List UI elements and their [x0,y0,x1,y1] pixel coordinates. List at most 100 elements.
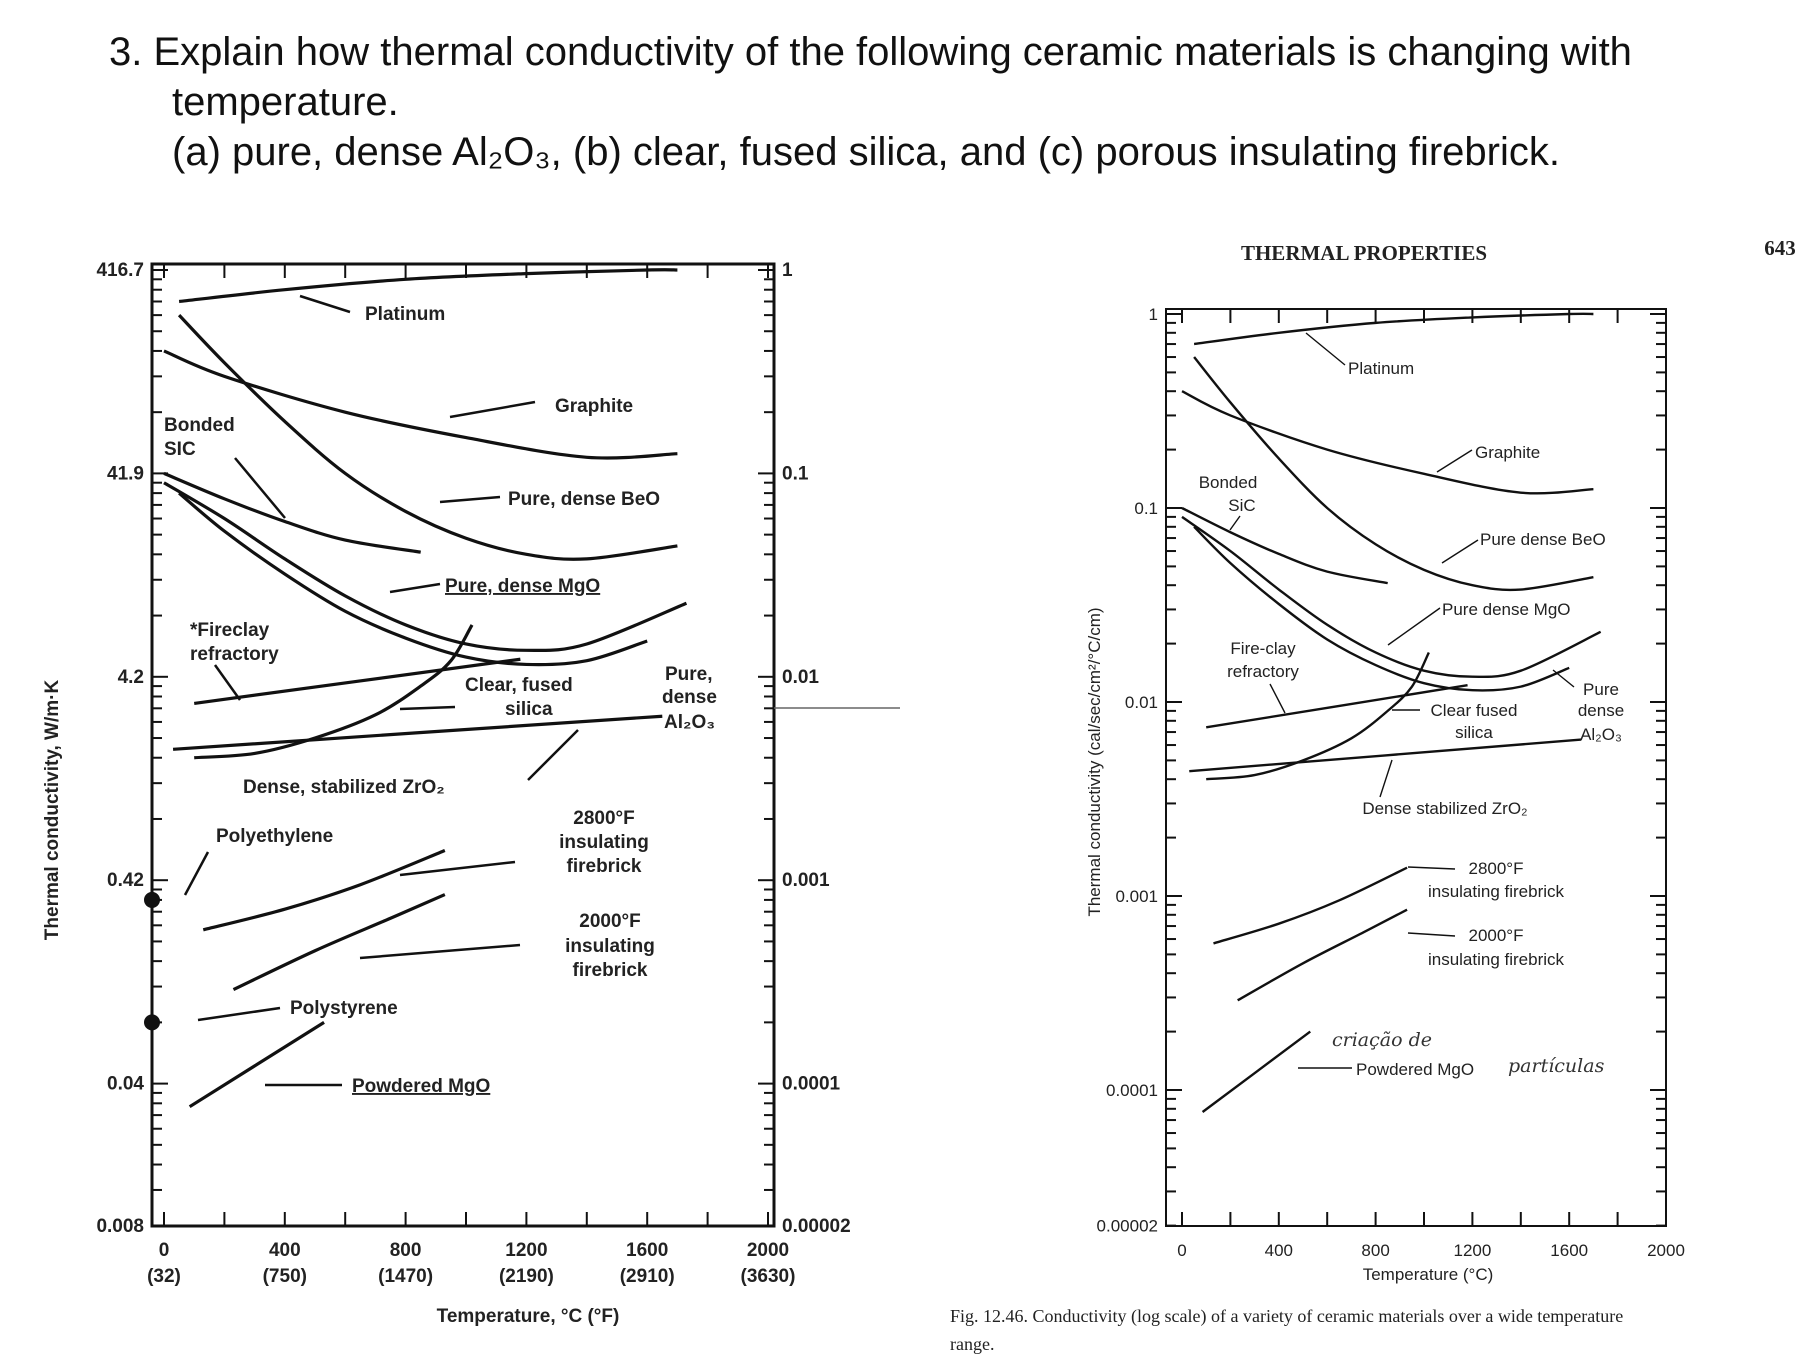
label-mgo: Pure, dense MgO [445,576,600,597]
label-2800f-3: firebrick [567,856,642,877]
y-tick-label: 0.1 [1134,499,1158,518]
x-tick-label: 2000 [747,1240,789,1261]
label-fireclay-1: *Fireclay [190,620,270,641]
x-tick-label: 1600 [626,1240,668,1261]
x-tick-label-fahrenheit: (750) [263,1266,307,1287]
series-pure-dense-al-o- [1193,525,1570,692]
point-polyethylene [144,891,160,908]
label-fireclay-2: refractory [1227,662,1299,681]
x-tick-label: 0 [1177,1241,1186,1260]
book-page-number: 643 [1764,236,1796,260]
series-dense-stabilized-zro- [172,714,663,751]
series-fire-clay-refractory [193,657,521,705]
y-tick-label: 0.04 [107,1074,144,1095]
question-line-2: temperature. [172,80,399,124]
series-pure-dense-beo [177,314,678,561]
label-silica-2: silica [1455,723,1493,742]
x-tick-label-fahrenheit: (1470) [378,1266,433,1287]
x-tick-label: 800 [1361,1241,1389,1260]
label-bonded-sic-1: Bonded [164,415,235,436]
label-powdered-mgo: Powdered MgO [1356,1060,1474,1079]
series-bonded-sic [1181,506,1388,585]
label-al2o3-1: Pure [1583,680,1619,699]
label-graphite: Graphite [555,396,633,417]
y-tick-label-right: 0.0001 [782,1074,841,1095]
x-tick-label-fahrenheit: (2190) [499,1266,554,1287]
label-al2o3-3: Al₂O₃ [1580,725,1622,744]
series-platinum [1193,312,1594,346]
right-chart: THERMAL PROPERTIES 643 1 0.1 0.01 0.001 0.00… [950,236,1796,1354]
label-powdered-mgo: Powdered MgO [352,1076,490,1097]
label-al2o3-3: Al₂O₃ [664,712,715,733]
right-pointer-arrows [1229,332,1575,1069]
y-tick-label: 0.001 [1115,887,1158,906]
x-tick-label: 800 [390,1240,422,1261]
y-tick-label-right: 0.1 [782,463,809,484]
label-polyethylene: Polyethylene [216,826,333,847]
series-powdered-mgo [1201,1030,1311,1113]
series-pure-dense-al-o- [178,491,648,667]
series-graphite [1181,390,1594,495]
series-pure-dense-beo [1193,356,1594,592]
left-plot-frame [150,262,776,1228]
label-2800f-1: 2800°F [573,808,634,829]
label-2800f-2: insulating firebrick [1428,882,1565,901]
x-tick-label: 400 [1265,1241,1293,1260]
label-2800f-1: 2800°F [1468,859,1523,878]
series-pure-dense-mgo [1181,515,1602,679]
right-annotations: Platinum Graphite Bonded SiC Pure dense … [1199,359,1624,1079]
series-platinum [178,268,678,304]
point-polystyrene [144,1014,160,1031]
right-x-axis-label: Temperature (°C) [1363,1265,1494,1284]
x-tick-label: 1200 [1453,1241,1491,1260]
x-tick-label: 2000 [1647,1241,1685,1260]
series-powdered-mgo [188,1021,325,1109]
label-zro2: Dense, stabilized ZrO₂ [243,777,445,798]
y-tick-label: 416.7 [96,260,144,281]
series-2800-f-insulating-firebrick [202,848,446,932]
figure-caption-line-1: Fig. 12.46. Conductivity (log scale) of … [950,1306,1623,1327]
left-y-axis-label: Thermal conductivity, W/m·K [42,680,63,941]
y-tick-label: 0.42 [107,870,144,891]
y-tick-label: 41.9 [107,463,144,484]
y-tick-label-right: 0.001 [782,870,830,891]
figure-caption-line-2: range. [950,1334,994,1354]
x-tick-label: 1200 [505,1240,547,1261]
left-x-axis-label: Temperature, °C (°F) [437,1306,620,1327]
series-clear-fused-silica [1206,651,1430,781]
label-fireclay-1: Fire-clay [1230,639,1296,658]
label-graphite: Graphite [1475,443,1540,462]
y-tick-label: 0.01 [1125,693,1158,712]
label-al2o3-2: dense [1578,701,1624,720]
label-al2o3-1: Pure, [665,664,713,685]
y-tick-label-right: 0.01 [782,667,819,688]
series-2000-f-insulating-firebrick [232,893,446,991]
x-tick-label-fahrenheit: (32) [147,1266,181,1287]
label-silica-1: Clear fused [1431,701,1518,720]
x-tick-label: 400 [269,1240,301,1261]
y-tick-label: 0.00002 [1097,1217,1158,1236]
label-bonded-sic-2: SIC [164,439,196,460]
x-tick-label-fahrenheit: (2910) [620,1266,675,1287]
handwritten-note-1: criação de [1332,1029,1432,1051]
question-line-3: (a) pure, dense Al₂O₃, (b) clear, fused … [172,130,1560,174]
handwritten-note-2: partículas [1508,1055,1605,1077]
y-tick-label: 1 [1149,305,1158,324]
series-pure-dense-mgo [163,481,688,653]
y-tick-label-right: 0.00002 [782,1216,851,1237]
series-2000-f-insulating-firebrick [1237,908,1408,1002]
x-tick-label: 1600 [1550,1241,1588,1260]
question-line-1: 3. Explain how thermal conductivity of t… [109,30,1632,74]
y-tick-label: 0.008 [96,1216,144,1237]
label-bonded-sic-1: Bonded [1199,473,1258,492]
y-tick-label: 4.2 [118,667,144,688]
label-silica-2: silica [505,699,553,720]
y-tick-label-right: 1 [782,260,793,281]
label-al2o3-2: dense [662,687,717,708]
label-platinum: Platinum [365,304,445,325]
series-fire-clay-refractory [1206,684,1468,729]
label-beo: Pure, dense BeO [508,489,660,510]
label-platinum: Platinum [1348,359,1414,378]
right-y-axis-label: Thermal conductivity (cal/sec/cm²/°C/cm) [1085,607,1104,916]
